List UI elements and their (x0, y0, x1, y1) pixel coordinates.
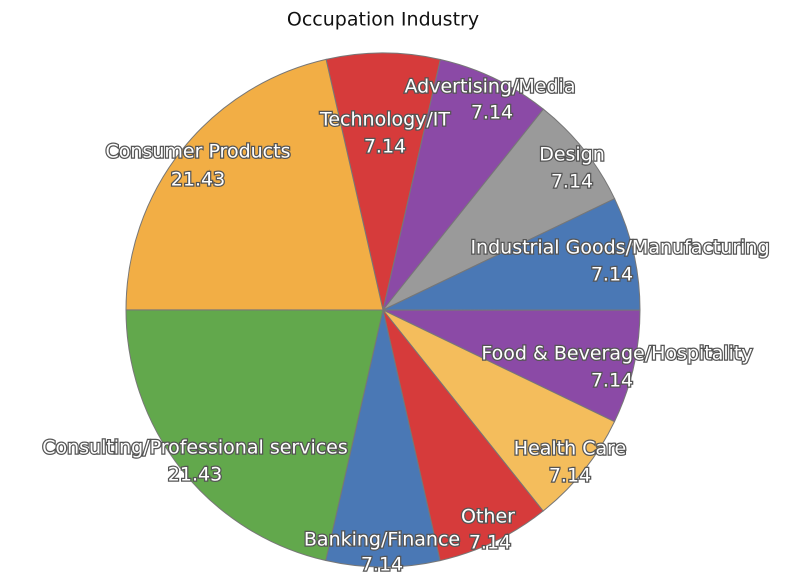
pie-slice (125, 309, 384, 562)
pie-slice (382, 309, 544, 562)
value-label: 21.43 (168, 464, 222, 486)
pie-slice (382, 108, 616, 311)
pie-slice (325, 309, 441, 568)
chart-title: Occupation Industry (287, 9, 479, 31)
slice-label: Design (539, 144, 605, 166)
value-label: 7.14 (591, 370, 633, 392)
pie-slice (382, 197, 641, 311)
value-label: 7.14 (364, 136, 406, 158)
value-label: 7.14 (471, 102, 513, 124)
value-label: 7.14 (361, 554, 403, 576)
value-label: 7.14 (591, 264, 633, 286)
slice-label: Technology/IT (319, 109, 450, 131)
pie-slice (382, 309, 641, 423)
value-label: 7.14 (549, 465, 591, 487)
slice-label: Other (461, 506, 515, 528)
pie-slice (382, 309, 616, 512)
slice-label: Industrial Goods/Manufacturing (470, 237, 769, 259)
slice-label: Health Care (514, 438, 626, 460)
slice-label: Consulting/Professional services (42, 437, 348, 459)
value-label: 21.43 (171, 169, 225, 191)
slice-label: Food & Beverage/Hospitality (481, 343, 752, 365)
slice-label: Advertising/Media (405, 76, 576, 98)
slice-label: Consumer Products (106, 141, 291, 163)
slice-label: Banking/Finance (304, 529, 460, 551)
value-label: 7.14 (551, 171, 593, 193)
pie-slice (382, 58, 545, 311)
value-label: 7.14 (469, 532, 511, 554)
pie-slice (125, 58, 384, 311)
pie-slice (325, 52, 442, 311)
